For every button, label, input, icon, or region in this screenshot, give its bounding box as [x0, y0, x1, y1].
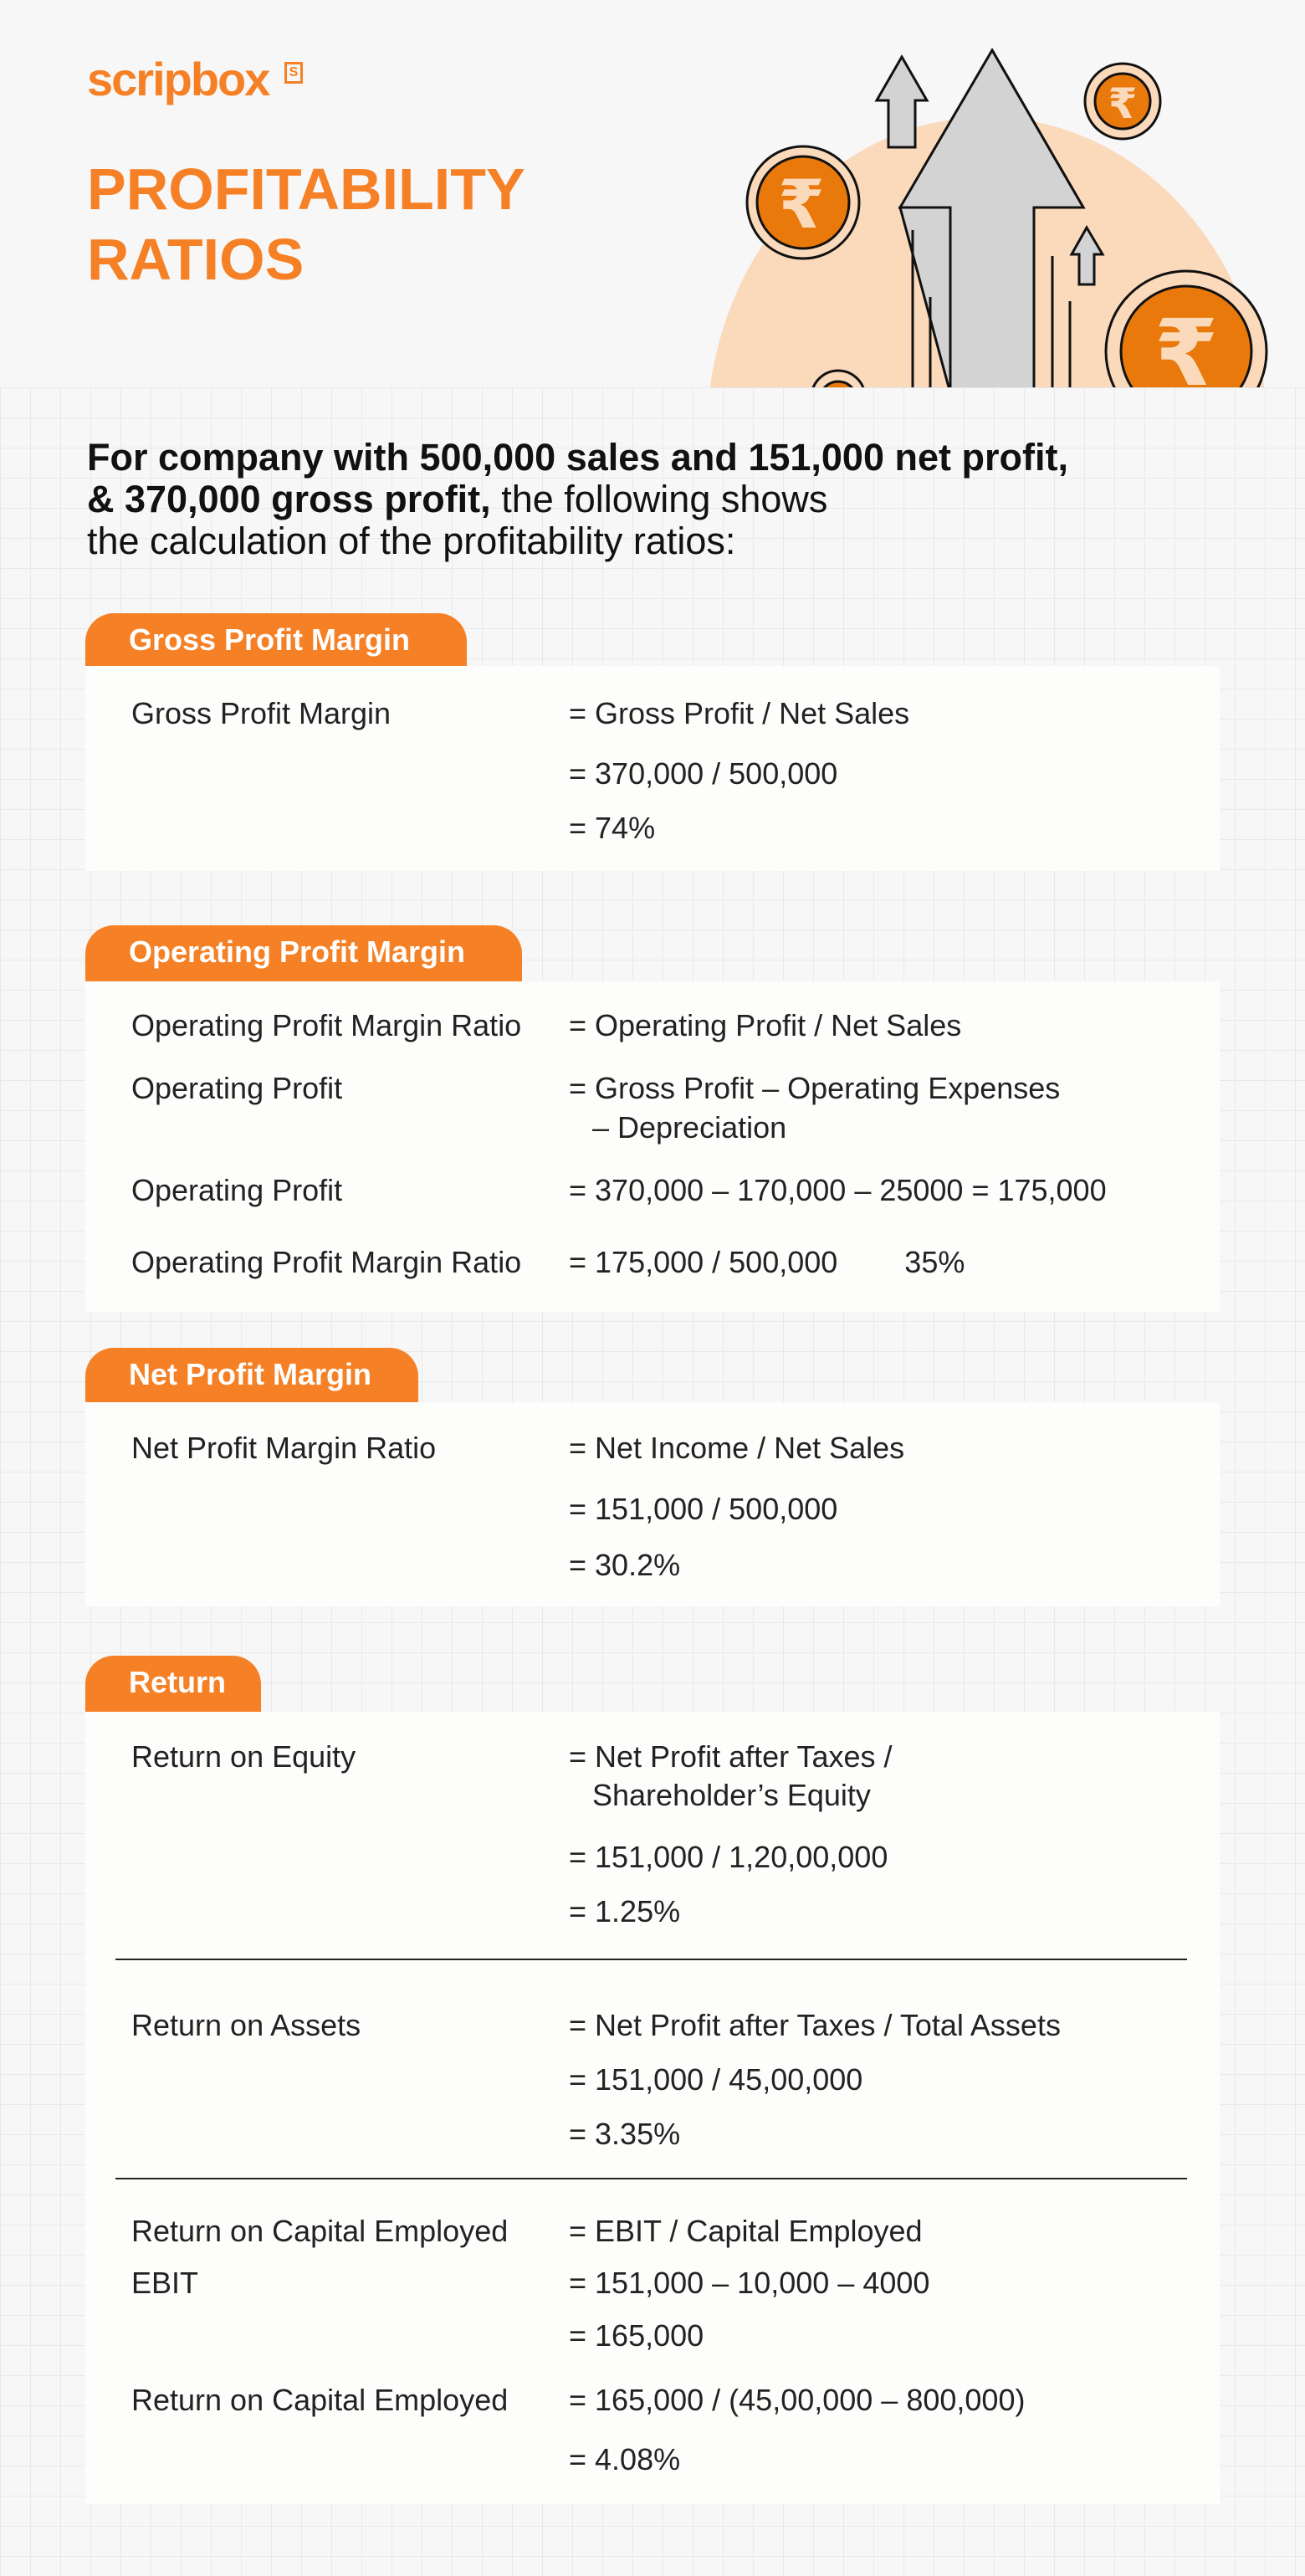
row-label: Return on Assets: [131, 2008, 361, 2042]
intro-line2: the following shows: [490, 478, 828, 520]
section-card-net-profit-margin: [85, 1402, 1220, 1606]
row-label: Operating Profit: [131, 1173, 343, 1207]
section-card-operating-profit-margin: [85, 981, 1220, 1312]
row-value: = Net Profit after Taxes /: [569, 1739, 893, 1774]
row-label: EBIT: [131, 2266, 199, 2300]
divider: [115, 1959, 1187, 1960]
row-value: = 74%: [569, 811, 656, 845]
row-value: = 4.08%: [569, 2442, 681, 2476]
section-tab-return: Return: [85, 1656, 261, 1712]
row-label: Gross Profit Margin: [131, 696, 392, 730]
row-value: = Operating Profit / Net Sales: [569, 1008, 962, 1042]
row-value: = 151,000 / 45,00,000: [569, 2062, 863, 2097]
row-value: = 165,000: [569, 2318, 704, 2353]
row-value: = 3.35%: [569, 2117, 681, 2151]
row-value: – Depreciation: [592, 1110, 787, 1145]
page-title-line2: RATIOS: [87, 227, 304, 292]
row-value: = 151,000 / 500,000: [569, 1492, 838, 1526]
page-title-line1: PROFITABILITY: [87, 156, 525, 222]
row-value: = 370,000 – 170,000 – 25000 = 175,000: [569, 1173, 1107, 1207]
rupee-icon: ₹: [1154, 300, 1219, 387]
rising-arrows-illustration: ₹ ₹ ₹: [709, 48, 1268, 387]
section-tab-net-profit-margin: Net Profit Margin: [85, 1348, 418, 1402]
row-value: = 151,000 / 1,20,00,000: [569, 1840, 888, 1874]
section-card-return: [85, 1712, 1220, 2504]
scripbox-logo: scripbox: [87, 53, 270, 105]
intro-line2-bold: & 370,000 gross profit,: [87, 478, 491, 520]
divider: [115, 2178, 1187, 2179]
row-value: = Net Profit after Taxes / Total Assets: [569, 2008, 1061, 2042]
row-value: = 151,000 – 10,000 – 4000: [569, 2266, 930, 2300]
row-value: = 30.2%: [569, 1548, 681, 1582]
section-card-gross-profit-margin: [85, 666, 1220, 871]
row-label: Operating Profit Margin Ratio: [131, 1008, 522, 1042]
row-value: = 370,000 / 500,000: [569, 756, 838, 791]
row-label: Net Profit Margin Ratio: [131, 1431, 437, 1465]
intro-line3: the calculation of the profitability rat…: [87, 520, 736, 562]
section-tab-gross-profit-margin: Gross Profit Margin: [85, 613, 467, 667]
row-label: Return on Capital Employed: [131, 2214, 509, 2248]
row-value: = Gross Profit / Net Sales: [569, 696, 910, 730]
row-label: Operating Profit: [131, 1071, 343, 1105]
row-value: = 175,000 / 500,000 35%: [569, 1245, 965, 1279]
rupee-icon: ₹: [1108, 79, 1138, 128]
intro-text: For company with 500,000 sales and 151,0…: [87, 437, 1068, 562]
row-label: Return on Capital Employed: [131, 2383, 509, 2417]
row-value: Shareholder’s Equity: [592, 1778, 871, 1812]
row-label: Operating Profit Margin Ratio: [131, 1245, 522, 1279]
row-value: = Net Income / Net Sales: [569, 1431, 905, 1465]
row-value: = EBIT / Capital Employed: [569, 2214, 923, 2248]
intro-line1: For company with 500,000 sales and 151,0…: [87, 436, 1068, 479]
row-value: = Gross Profit – Operating Expenses: [569, 1071, 1061, 1105]
row-value: = 1.25%: [569, 1894, 681, 1928]
section-tab-operating-profit-margin: Operating Profit Margin: [85, 925, 522, 981]
rupee-icon: ₹: [778, 166, 825, 243]
row-value: = 165,000 / (45,00,000 – 800,000): [569, 2383, 1026, 2417]
row-label: Return on Equity: [131, 1739, 356, 1774]
logo-mark: S: [284, 62, 303, 84]
